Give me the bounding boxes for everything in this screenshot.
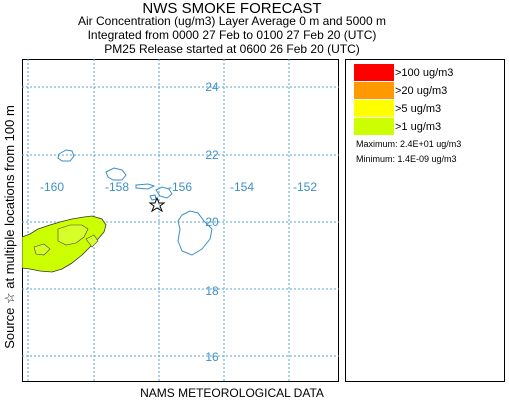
maui-island <box>155 186 173 199</box>
concentration-description: Air Concentration (ug/m3) Layer Average … <box>78 14 386 28</box>
lat-label-16: 16 <box>205 350 219 364</box>
legend-item-20: >20 ug/m3 <box>354 82 447 99</box>
minimum-value: Minimum: 1.4E-09 ug/m3 <box>356 154 457 164</box>
kauai-island <box>57 149 75 162</box>
maximum-value: Maximum: 2.4E+01 ug/m3 <box>356 139 462 149</box>
lanai-island <box>149 194 157 201</box>
lat-label-20: 20 <box>205 215 219 229</box>
legend-label: >100 ug/m3 <box>395 66 454 79</box>
lon-label-156: -156 <box>168 180 192 194</box>
data-source-label: NAMS METEOROLOGICAL DATA <box>140 386 324 400</box>
lon-label-160: -160 <box>40 180 64 194</box>
lat-label-18: 18 <box>205 284 219 298</box>
legend-swatch-lime <box>354 118 394 135</box>
legend-swatch-red <box>354 64 394 81</box>
star-icon <box>148 196 166 213</box>
legend-item-5: >5 ug/m3 <box>354 100 441 117</box>
lat-label-22: 22 <box>205 148 219 162</box>
source-location-label: Source ☆ at multiple locations from 100 … <box>2 105 17 349</box>
big-island <box>177 210 213 256</box>
coastlines <box>57 149 213 256</box>
legend-swatch-yellow <box>354 100 394 117</box>
legend-item-100: >100 ug/m3 <box>354 64 453 81</box>
molokai-island <box>135 183 156 190</box>
lon-label-158: -158 <box>105 180 129 194</box>
plume-inner-contour <box>33 224 99 256</box>
forecast-title: NWS SMOKE FORECAST <box>142 0 322 17</box>
legend-item-1: >1 ug/m3 <box>354 118 441 135</box>
smoke-plume <box>22 215 107 273</box>
release-info: PM25 Release started at 0600 26 Feb 20 (… <box>104 42 360 56</box>
legend-panel: >100 ug/m3 >20 ug/m3 >5 ug/m3 >1 ug/m3 M… <box>345 59 505 382</box>
lon-label-152: -152 <box>293 180 317 194</box>
source-star-icon <box>148 196 166 213</box>
oahu-island <box>105 167 127 181</box>
legend-label: >20 ug/m3 <box>395 84 448 97</box>
legend-label: >1 ug/m3 <box>395 120 442 133</box>
map-frame <box>22 59 339 382</box>
legend-swatch-orange <box>354 82 394 99</box>
integration-period: Integrated from 0000 27 Feb to 0100 27 F… <box>87 28 377 42</box>
lat-label-24: 24 <box>205 80 219 94</box>
lon-label-154: -154 <box>230 180 254 194</box>
smoke-map: 24 22 20 18 16 -160 -158 -156 -154 -152 <box>22 59 339 382</box>
legend-label: >5 ug/m3 <box>395 102 442 115</box>
